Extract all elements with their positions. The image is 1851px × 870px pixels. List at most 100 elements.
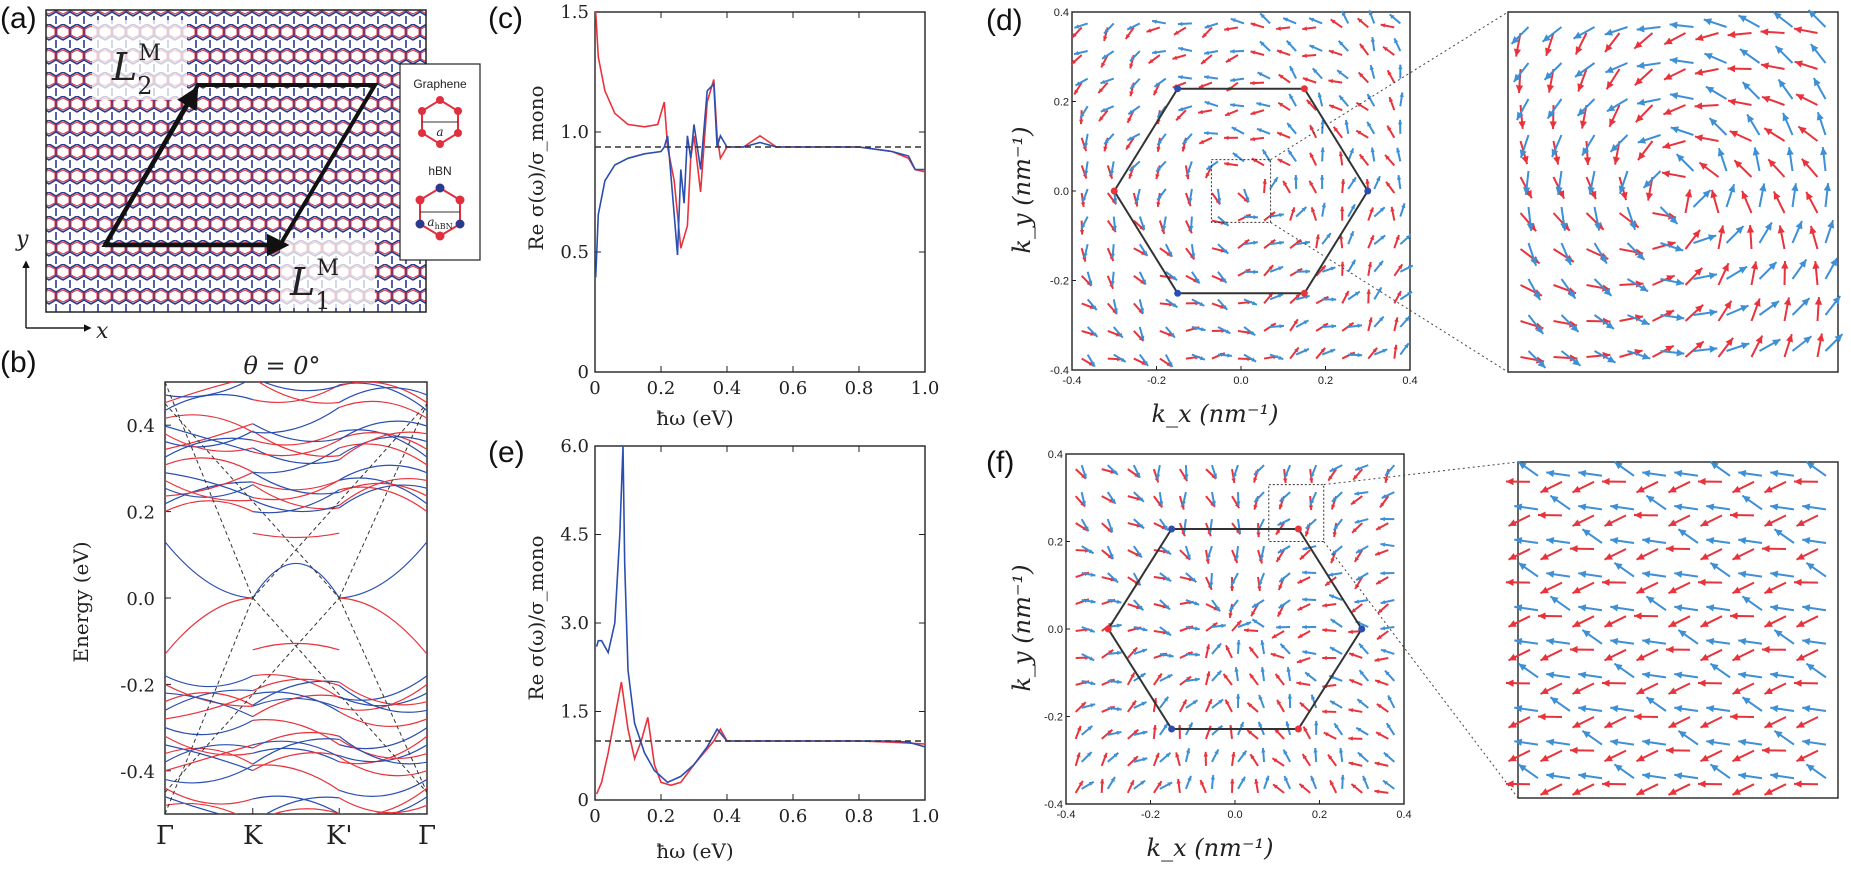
vector-arrow bbox=[1332, 492, 1342, 502]
x-tick-label: 0.2 bbox=[647, 806, 676, 827]
arrow-head bbox=[1303, 78, 1308, 82]
arrow-head bbox=[1279, 324, 1284, 328]
arrow-head bbox=[1256, 532, 1260, 537]
vector-arrow bbox=[1309, 18, 1322, 24]
vector-arrow bbox=[1202, 27, 1212, 37]
vector-arrow bbox=[1303, 754, 1311, 766]
vector-arrow bbox=[1296, 681, 1310, 685]
arrow-head bbox=[1314, 721, 1318, 726]
vector-arrow bbox=[1273, 784, 1284, 793]
band-line bbox=[165, 598, 253, 654]
vector-arrow bbox=[1156, 161, 1166, 171]
vector-arrow bbox=[1224, 674, 1232, 685]
vector-arrow bbox=[1270, 177, 1278, 189]
arrow-head bbox=[1231, 18, 1236, 22]
vector-arrow bbox=[1354, 491, 1368, 495]
vector-arrow bbox=[1249, 647, 1258, 658]
arrow-head bbox=[1129, 174, 1133, 179]
vector-arrow bbox=[1206, 699, 1212, 712]
vector-arrow bbox=[1296, 207, 1306, 217]
arrow-head bbox=[1204, 752, 1208, 757]
arrow-head bbox=[1277, 50, 1282, 54]
arrow-head bbox=[1204, 131, 1209, 135]
vector-arrow bbox=[1398, 65, 1402, 79]
vector-arrow bbox=[1257, 128, 1270, 133]
vector-arrow bbox=[1302, 625, 1316, 629]
vector-arrow bbox=[1259, 573, 1264, 586]
vector-arrow bbox=[1296, 320, 1308, 327]
vector-arrow bbox=[1302, 650, 1316, 654]
vector-arrow bbox=[1330, 647, 1342, 654]
vector-arrow bbox=[1128, 673, 1135, 685]
y-tick-label: -0.4 bbox=[1050, 365, 1069, 377]
band-line bbox=[165, 377, 253, 403]
vector-arrow bbox=[1206, 726, 1211, 739]
band-line bbox=[253, 432, 339, 445]
vector-arrow bbox=[1154, 673, 1162, 685]
band-line bbox=[165, 797, 253, 823]
vector-arrow bbox=[1397, 175, 1401, 189]
k-point-label: K bbox=[243, 821, 263, 851]
arrow-head bbox=[1331, 324, 1336, 328]
vector-arrow bbox=[1345, 120, 1349, 134]
panel-label-b: (b) bbox=[0, 346, 37, 379]
x-tick-label: 1.0 bbox=[911, 378, 940, 399]
hexagon-vertex bbox=[1174, 85, 1181, 92]
vector-arrow bbox=[1176, 110, 1186, 120]
vector-arrow bbox=[1313, 68, 1322, 78]
axis-x-label: x bbox=[96, 319, 109, 344]
panel-label-d: (d) bbox=[986, 4, 1023, 37]
vector-arrow bbox=[1322, 709, 1336, 713]
x-tick-label: 0.4 bbox=[713, 806, 742, 827]
arrow-head bbox=[1302, 54, 1307, 58]
y-tick-label: 0.2 bbox=[126, 503, 155, 524]
band-line bbox=[253, 472, 339, 493]
vector-arrow bbox=[1082, 752, 1092, 762]
vector-arrow bbox=[1160, 753, 1171, 762]
vector-arrow bbox=[1322, 628, 1336, 632]
vector-arrow bbox=[1160, 782, 1172, 789]
vector-arrow bbox=[1322, 203, 1326, 217]
band-line bbox=[253, 695, 339, 716]
arrow-head bbox=[1380, 517, 1385, 521]
vector-arrow bbox=[1339, 748, 1343, 762]
vector-arrow bbox=[1351, 604, 1362, 613]
x-tick-label: -0.2 bbox=[1147, 375, 1166, 387]
band-line bbox=[165, 694, 253, 719]
vector-arrow bbox=[1371, 37, 1375, 51]
panel-b-ylabel: Energy (eV) bbox=[69, 541, 93, 662]
vector-arrow bbox=[1154, 79, 1165, 87]
band-line bbox=[339, 421, 427, 440]
band-line bbox=[253, 796, 339, 814]
vector-arrow bbox=[1230, 779, 1234, 793]
vector-arrow bbox=[1233, 153, 1244, 161]
x-tick-label: 0.8 bbox=[845, 806, 874, 827]
vector-arrow bbox=[1387, 126, 1394, 138]
vector-arrow bbox=[1200, 780, 1206, 793]
vector-arrow bbox=[1377, 704, 1388, 712]
vector-arrow bbox=[1400, 343, 1408, 354]
vector-arrow bbox=[1212, 671, 1221, 681]
vector-arrow bbox=[1356, 573, 1368, 580]
vector-arrow bbox=[1226, 55, 1238, 62]
x-tick-label: 0.0 bbox=[1233, 375, 1248, 387]
vector-arrow bbox=[1149, 55, 1160, 63]
arrow-head bbox=[1305, 531, 1309, 536]
brillouin-hexagon bbox=[1114, 89, 1368, 294]
vector-arrow bbox=[1328, 572, 1342, 576]
vector-arrow bbox=[1390, 207, 1394, 221]
panel-b-title: θ = 0° bbox=[243, 352, 320, 380]
band-line bbox=[339, 779, 427, 796]
vector-arrow bbox=[1259, 695, 1264, 708]
vector-arrow bbox=[1384, 753, 1395, 762]
y-tick-label: -0.2 bbox=[1050, 276, 1069, 288]
x-tick-label: 0.2 bbox=[647, 378, 676, 399]
vector-arrow bbox=[1290, 66, 1296, 79]
panel-f-ylabel: k_y (nm⁻¹) bbox=[1008, 565, 1036, 692]
arrow-head bbox=[1322, 656, 1327, 660]
vector-arrow bbox=[1331, 619, 1343, 627]
vector-arrow bbox=[1207, 546, 1212, 559]
vector-arrow bbox=[1299, 784, 1310, 793]
band-line bbox=[165, 684, 253, 706]
